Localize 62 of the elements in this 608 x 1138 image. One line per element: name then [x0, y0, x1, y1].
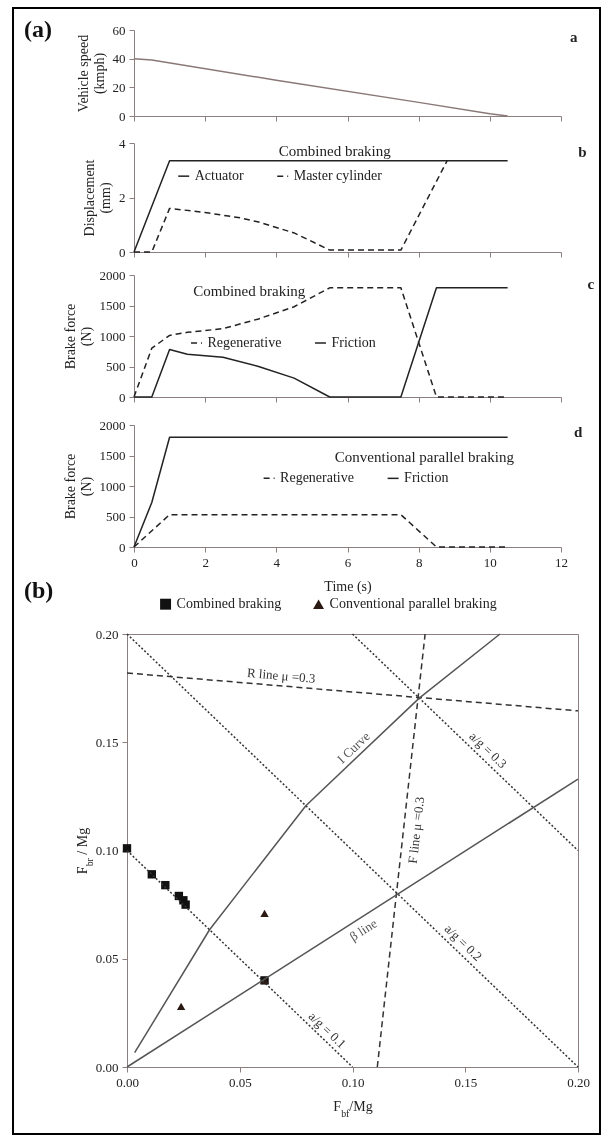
y-tick-label: 0.15	[95, 734, 119, 750]
text: F line μ =0.3	[404, 796, 428, 865]
y-tick-label: 40	[112, 51, 126, 67]
legend-label: Regenerative	[280, 470, 354, 486]
legend-label: Combined braking	[176, 596, 282, 612]
y-axis-title: Vehicle speed (kmph)	[75, 34, 108, 113]
y-tick-label: 0.05	[95, 951, 119, 967]
x-tick-label: 0.20	[567, 1074, 590, 1090]
y-tick-label: 1500	[99, 448, 126, 463]
x-tick-label: 0.10	[341, 1074, 365, 1090]
y-axis-title: Brake force (N)	[62, 453, 95, 520]
x-tick-label: 8	[415, 554, 423, 570]
y-tick-label: 0	[119, 244, 126, 260]
y-tick-label: 0.10	[95, 843, 119, 858]
legend-label: Regenerative	[207, 335, 282, 350]
text: a/g = 0.2	[441, 921, 486, 964]
y-tick-label: 0.20	[95, 626, 119, 642]
annotation: Combined braking	[278, 142, 392, 159]
y-tick-label: 20	[112, 79, 126, 95]
chart-title: (b)	[24, 577, 54, 604]
x-tick-label: 6	[344, 554, 352, 570]
legend-label: Conventional parallel braking	[329, 596, 497, 612]
y-tick-label: 500	[106, 359, 126, 374]
y-tick-label: 2000	[99, 417, 126, 433]
annotation: Conventional parallel braking	[334, 448, 515, 465]
text: c	[587, 275, 595, 292]
text: a/g = 0.1	[305, 1008, 350, 1052]
text: b	[578, 143, 587, 160]
y-tick-label: 1500	[99, 298, 126, 313]
y-tick-label: 0.00	[95, 1059, 119, 1075]
x-tick-label: 2	[202, 554, 209, 570]
y-tick-label: 2000	[99, 267, 126, 283]
text: a	[570, 28, 579, 45]
series-label: R line μ =0.3	[246, 665, 316, 686]
y-tick-label: 0	[119, 108, 126, 124]
x-tick-label: 0	[131, 554, 138, 570]
legend-label: Friction	[331, 335, 376, 350]
legend-label: Friction	[404, 470, 449, 486]
y-axis-title: Displacement (mm)	[82, 159, 114, 237]
legend-label: Actuator	[194, 168, 245, 184]
x-tick-label: 0.05	[228, 1074, 252, 1090]
y-tick-label: 2	[119, 190, 126, 205]
y-tick-label: 4	[119, 135, 126, 151]
y-tick-label: 0	[119, 389, 126, 405]
text: a/g = 0.3	[466, 728, 511, 772]
annotation: Combined braking	[193, 282, 306, 299]
y-tick-label: 500	[106, 509, 126, 524]
y-tick-label: 1000	[99, 328, 126, 344]
y-axis-title: Brake force (N)	[62, 303, 95, 370]
y-tick-label: 60	[112, 22, 126, 38]
x-tick-label: 12	[555, 554, 568, 570]
y-tick-label: 1000	[99, 478, 126, 494]
y-tick-label: 0	[119, 539, 126, 555]
text: β line	[346, 915, 380, 945]
text: d	[573, 424, 583, 441]
x-tick-label: 4	[273, 554, 281, 570]
x-tick-label: 10	[483, 554, 497, 570]
x-tick-label: 0.15	[454, 1074, 478, 1090]
legend-label: Master cylinder	[293, 168, 383, 184]
x-axis-title: F$_{bf}$/Mg	[333, 1098, 373, 1118]
x-axis-title: Time (s)	[324, 578, 372, 595]
chart-title: (a)	[24, 16, 52, 42]
